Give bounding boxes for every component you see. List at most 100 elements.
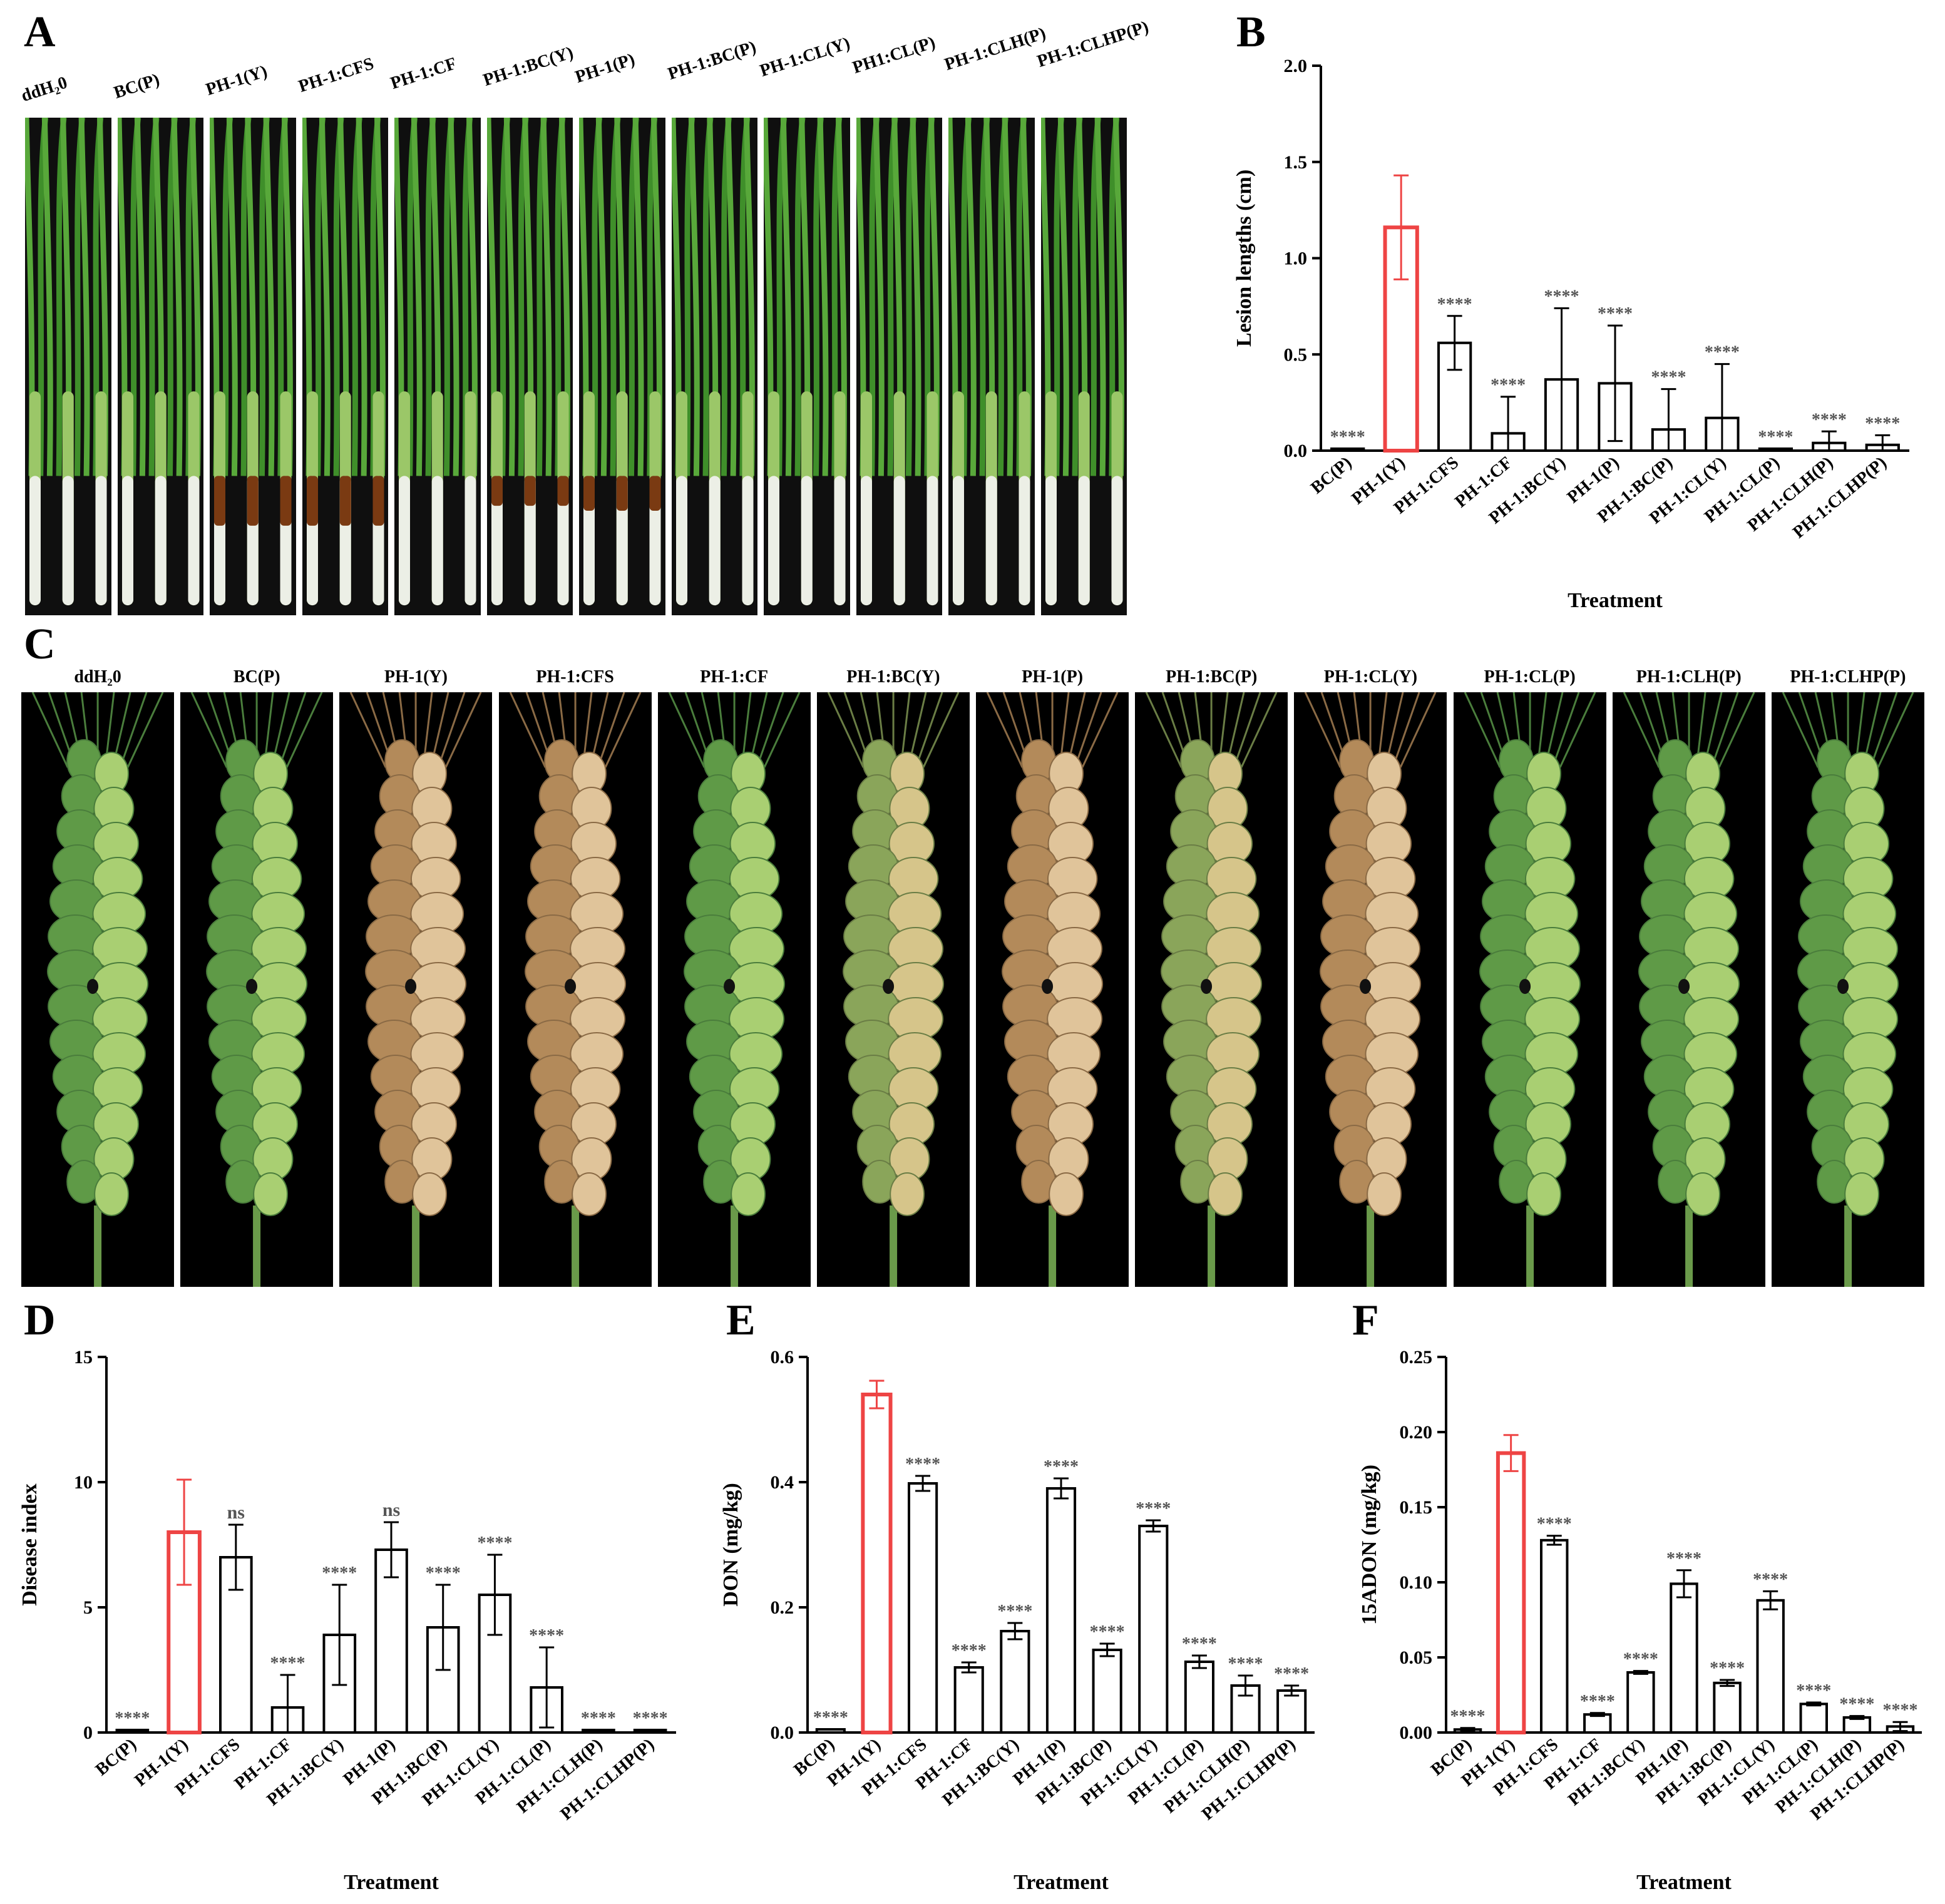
bar	[1496, 1451, 1526, 1734]
seedling-lane	[23, 117, 111, 615]
significance-label: ****	[1182, 1634, 1217, 1654]
significance-label: ****	[1796, 1681, 1831, 1701]
seedling-image	[300, 117, 386, 606]
y-tick-label: 1.0	[1284, 248, 1308, 269]
bar	[1045, 1487, 1077, 1734]
seedling-lane	[947, 117, 1035, 615]
x-axis-title: Treatment	[1636, 1871, 1732, 1894]
bar	[1276, 1689, 1307, 1734]
significance-label: ****	[1544, 287, 1579, 306]
bar	[1713, 1681, 1742, 1734]
spike-label: PH-1:CL(Y)	[1323, 667, 1418, 687]
y-axis-title: Lesion lengths (cm)	[1233, 170, 1256, 347]
significance-label: ****	[1580, 1692, 1615, 1711]
seedling-image	[393, 117, 478, 606]
significance-label: ****	[1044, 1457, 1079, 1477]
significance-label: ****	[633, 1709, 668, 1728]
spike-label: PH-1:BC(P)	[1166, 667, 1258, 687]
significance-label: ****	[1537, 1515, 1572, 1534]
significance-label: ns	[382, 1500, 400, 1520]
x-tick-label: BC(P)	[1307, 453, 1355, 498]
seedling-lane-label: PH1:CL(P)	[849, 33, 938, 78]
panel-label-d: D	[24, 1296, 56, 1344]
seedling-photo-strip	[23, 117, 1131, 615]
significance-label: ****	[322, 1564, 357, 1583]
spike-photo	[498, 692, 652, 1287]
significance-label: ****	[477, 1533, 512, 1553]
seedling-lane-label: PH-1:BC(P)	[665, 37, 759, 84]
x-tick-label: PH-1:CLHP(P)	[1789, 453, 1891, 543]
significance-label: ****	[115, 1709, 150, 1728]
seedling-image	[854, 117, 940, 606]
significance-label: ****	[1882, 1701, 1917, 1720]
spike-image	[986, 692, 1119, 1287]
significance-label: ****	[1666, 1549, 1701, 1569]
y-axis-title: Disease index	[19, 1483, 41, 1606]
significance-label: ****	[1228, 1654, 1263, 1674]
significance-label: ****	[1623, 1650, 1658, 1669]
bar	[1583, 1713, 1612, 1734]
y-tick-label: 1.5	[1284, 152, 1308, 173]
significance-label: ns	[227, 1502, 245, 1523]
spike-label: PH-1(Y)	[384, 667, 448, 687]
spike-label: PH-1:CL(P)	[1484, 667, 1576, 687]
seedling-image	[485, 117, 570, 606]
seedling-lane	[116, 117, 203, 615]
seedling-lane	[670, 117, 757, 615]
y-tick-label: 0.10	[1400, 1572, 1433, 1593]
seedling-image	[23, 117, 108, 606]
x-axis-title: Treatment	[1014, 1871, 1109, 1894]
spike-photo	[1612, 692, 1765, 1287]
seedling-image	[670, 117, 755, 606]
y-tick-label: 0.15	[1400, 1497, 1433, 1518]
seedling-lane-label: PH-1:BC(Y)	[480, 43, 576, 91]
spike-photo	[816, 692, 970, 1287]
seedling-lane-label: BC(P)	[111, 69, 162, 103]
seedling-lane	[208, 117, 296, 615]
significance-label: ****	[1090, 1622, 1125, 1642]
bar	[1092, 1649, 1122, 1734]
x-axis-title: Treatment	[344, 1871, 439, 1894]
y-tick-label: 0	[83, 1722, 93, 1743]
significance-label: ****	[905, 1455, 940, 1474]
panel-label-a: A	[24, 8, 56, 56]
y-tick-label: 0.25	[1400, 1347, 1433, 1368]
significance-label: ****	[1758, 427, 1793, 447]
spike-photo	[976, 692, 1129, 1287]
seedling-lane	[393, 117, 481, 615]
significance-label: ****	[270, 1654, 305, 1673]
significance-label: ****	[1437, 295, 1472, 314]
x-axis-title: Treatment	[1568, 589, 1663, 612]
seedling-lane	[1039, 117, 1127, 615]
spike-image	[190, 692, 323, 1287]
spike-image	[1782, 692, 1914, 1287]
bar	[908, 1482, 938, 1734]
seedling-lane-label: PH-1(Y)	[203, 61, 270, 100]
y-tick-label: 0.00	[1400, 1722, 1433, 1743]
significance-label: ****	[997, 1602, 1032, 1621]
y-tick-label: 0.0	[771, 1722, 794, 1743]
spike-label: PH-1(P)	[1022, 667, 1084, 687]
seedling-lane-label: PH-1:CL(Y)	[757, 33, 853, 81]
spike-label: PH-1:CFS	[536, 667, 614, 687]
x-tick-label: PH-1:CLHP(P)	[557, 1735, 658, 1825]
seedling-lane	[577, 117, 665, 615]
y-tick-label: 0.4	[771, 1472, 794, 1493]
y-tick-label: 15	[74, 1347, 93, 1368]
significance-label: ****	[1710, 1659, 1745, 1678]
spike-image	[668, 692, 801, 1287]
y-tick-label: 0.5	[1284, 344, 1308, 365]
seedling-lane-label: ddH₂0	[19, 73, 70, 106]
panel-label-c: C	[24, 620, 56, 668]
seedling-lane-label: PH-1:CFS	[295, 54, 376, 97]
bar	[1138, 1525, 1169, 1734]
panel-label-b: B	[1236, 8, 1266, 56]
spike-photo	[1294, 692, 1447, 1287]
spike-image	[31, 692, 164, 1287]
significance-label: ****	[1705, 343, 1740, 362]
panel-label-e: E	[726, 1296, 756, 1344]
seedling-lane	[300, 117, 388, 615]
y-axis-title: 15ADON (mg/kg)	[1358, 1465, 1381, 1625]
